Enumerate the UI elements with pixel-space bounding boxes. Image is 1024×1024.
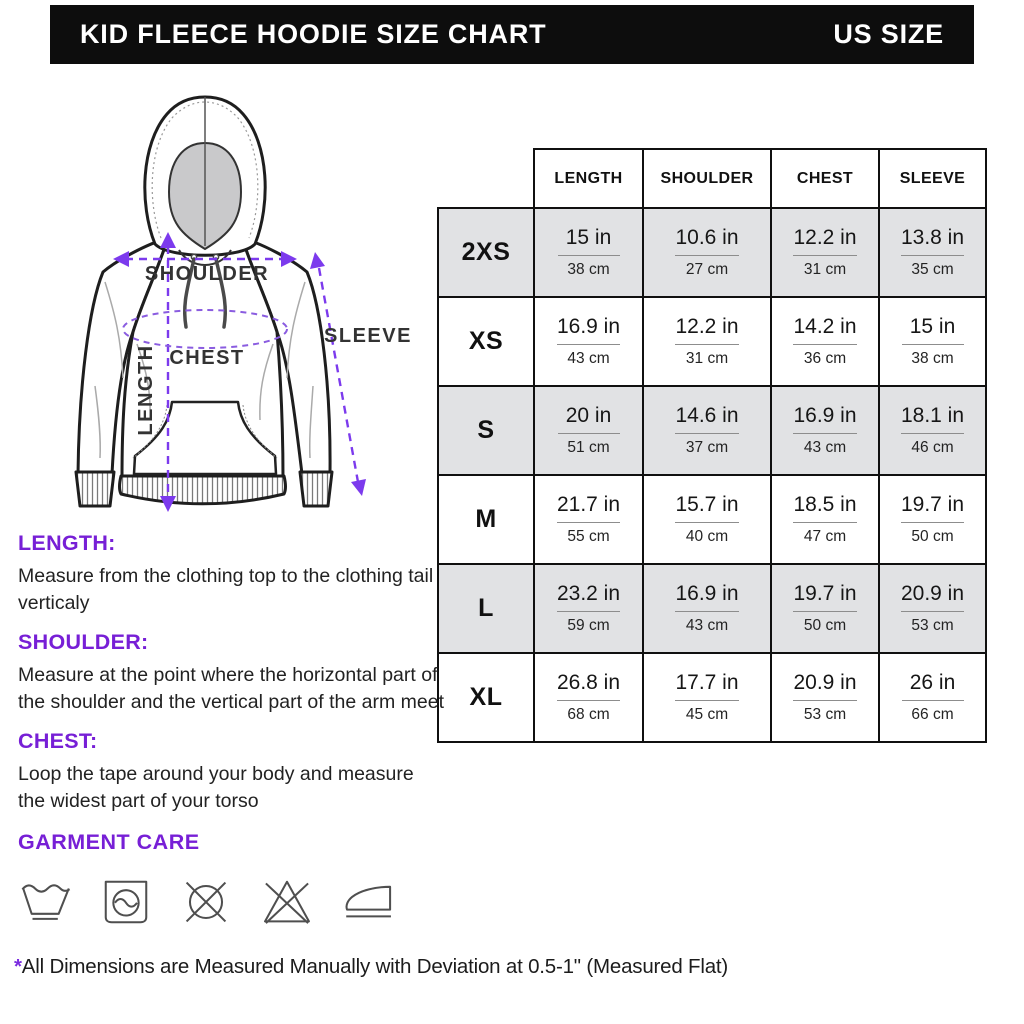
measure-cell: 21.7 in 55 cm — [533, 474, 644, 565]
hoodie-diagram: SHOULDER CHEST LENGTH SLEEVE — [74, 95, 412, 512]
size-label: XS — [437, 296, 535, 387]
table-row: XL 26.8 in 68 cm 17.7 in 45 cm 20.9 in 53 c… — [437, 652, 987, 743]
length-instruction-title: LENGTH: — [18, 531, 116, 555]
measure-cell: 19.7 in 50 cm — [770, 563, 880, 654]
measure-cell: 12.2 in 31 cm — [642, 296, 772, 387]
size-table: LENGTH SHOULDER CHEST SLEEVE 2XS 15 in 38… — [437, 148, 987, 743]
sleeve-arrow — [310, 252, 366, 496]
measure-cell: 20.9 in 53 cm — [770, 652, 880, 743]
table-row: L 23.2 in 59 cm 16.9 in 43 cm 19.7 in 50 cm… — [437, 563, 987, 654]
measure-cell: 15.7 in 40 cm — [642, 474, 772, 565]
col-header-shoulder: SHOULDER — [642, 148, 772, 209]
iron-icon — [345, 885, 392, 918]
instructions-section: LENGTH: Measure from the clothing top to… — [18, 518, 446, 929]
header-bar: KID FLEECE HOODIE SIZE CHART US SIZE — [50, 5, 974, 64]
size-label: S — [437, 385, 535, 476]
measure-cell: 18.1 in 46 cm — [878, 385, 987, 476]
chest-instruction-title: CHEST: — [18, 729, 98, 753]
footnote-text: All Dimensions are Measured Manually wit… — [21, 955, 729, 978]
measure-cell: 15 in 38 cm — [878, 296, 987, 387]
hoodie-pocket — [132, 400, 278, 476]
diagram-sleeve-label: SLEEVE — [324, 325, 412, 347]
length-instruction-body: Measure from the clothing top to the clo… — [18, 565, 434, 614]
chest-measure-ellipse — [122, 309, 288, 349]
table-row: M 21.7 in 55 cm 15.7 in 40 cm 18.5 in 47 cm… — [437, 474, 987, 565]
garment-care-title: GARMENT CARE — [18, 830, 200, 854]
measure-cell: 23.2 in 59 cm — [533, 563, 644, 654]
diagram-length-label: LENGTH — [135, 344, 157, 435]
machine-wash-icon — [104, 880, 148, 924]
measure-cell: 10.6 in 27 cm — [642, 207, 772, 298]
measure-cell: 16.9 in 43 cm — [770, 385, 880, 476]
measure-cell: 20 in 51 cm — [533, 385, 644, 476]
diagram-shoulder-label: SHOULDER — [145, 263, 269, 285]
measure-cell: 12.2 in 31 cm — [770, 207, 880, 298]
measure-cell: 26.8 in 68 cm — [533, 652, 644, 743]
table-row: S 20 in 51 cm 14.6 in 37 cm 16.9 in 43 cm 1… — [437, 385, 987, 476]
measure-cell: 13.8 in 35 cm — [878, 207, 987, 298]
size-label: L — [437, 563, 535, 654]
diagram-chest-label: CHEST — [169, 347, 244, 369]
measure-cell: 14.2 in 36 cm — [770, 296, 880, 387]
chest-instruction-body: Loop the tape around your body and measu… — [18, 763, 414, 812]
col-header-sleeve: SLEEVE — [878, 148, 987, 209]
drawstring-left — [182, 257, 196, 329]
measure-cell: 15 in 38 cm — [533, 207, 644, 298]
do-not-dry-clean-icon — [185, 881, 227, 923]
size-region-label: US SIZE — [833, 19, 944, 49]
col-header-chest: CHEST — [770, 148, 880, 209]
garment-care-icons — [18, 875, 446, 929]
do-not-bleach-icon — [264, 880, 310, 924]
table-corner-cell — [438, 149, 534, 208]
measure-cell: 19.7 in 50 cm — [878, 474, 987, 565]
footnote-asterisk: * — [14, 955, 22, 978]
size-label: XL — [437, 652, 535, 743]
table-row: 2XS 15 in 38 cm 10.6 in 27 cm 12.2 in 31 cm… — [437, 207, 987, 298]
drawstring-right — [214, 257, 228, 329]
shoulder-arrow — [113, 251, 297, 267]
measure-cell: 14.6 in 37 cm — [642, 385, 772, 476]
measure-cell: 16.9 in 43 cm — [642, 563, 772, 654]
table-row: XS 16.9 in 43 cm 12.2 in 31 cm 14.2 in 36 c… — [437, 296, 987, 387]
size-label: M — [437, 474, 535, 565]
shoulder-instruction-body: Measure at the point where the horizonta… — [18, 664, 444, 713]
measure-cell: 20.9 in 53 cm — [878, 563, 987, 654]
footnote: *All Dimensions are Measured Manually wi… — [14, 955, 728, 979]
table-header-row: LENGTH SHOULDER CHEST SLEEVE — [438, 148, 987, 209]
page-title: KID FLEECE HOODIE SIZE CHART — [80, 19, 547, 49]
hand-wash-icon — [21, 884, 71, 920]
col-header-length: LENGTH — [533, 148, 644, 209]
measure-cell: 18.5 in 47 cm — [770, 474, 880, 565]
measure-cell: 17.7 in 45 cm — [642, 652, 772, 743]
measure-cell: 26 in 66 cm — [878, 652, 987, 743]
length-arrow — [160, 232, 176, 512]
measure-cell: 16.9 in 43 cm — [533, 296, 644, 387]
size-label: 2XS — [437, 207, 535, 298]
shoulder-instruction-title: SHOULDER: — [18, 630, 149, 654]
